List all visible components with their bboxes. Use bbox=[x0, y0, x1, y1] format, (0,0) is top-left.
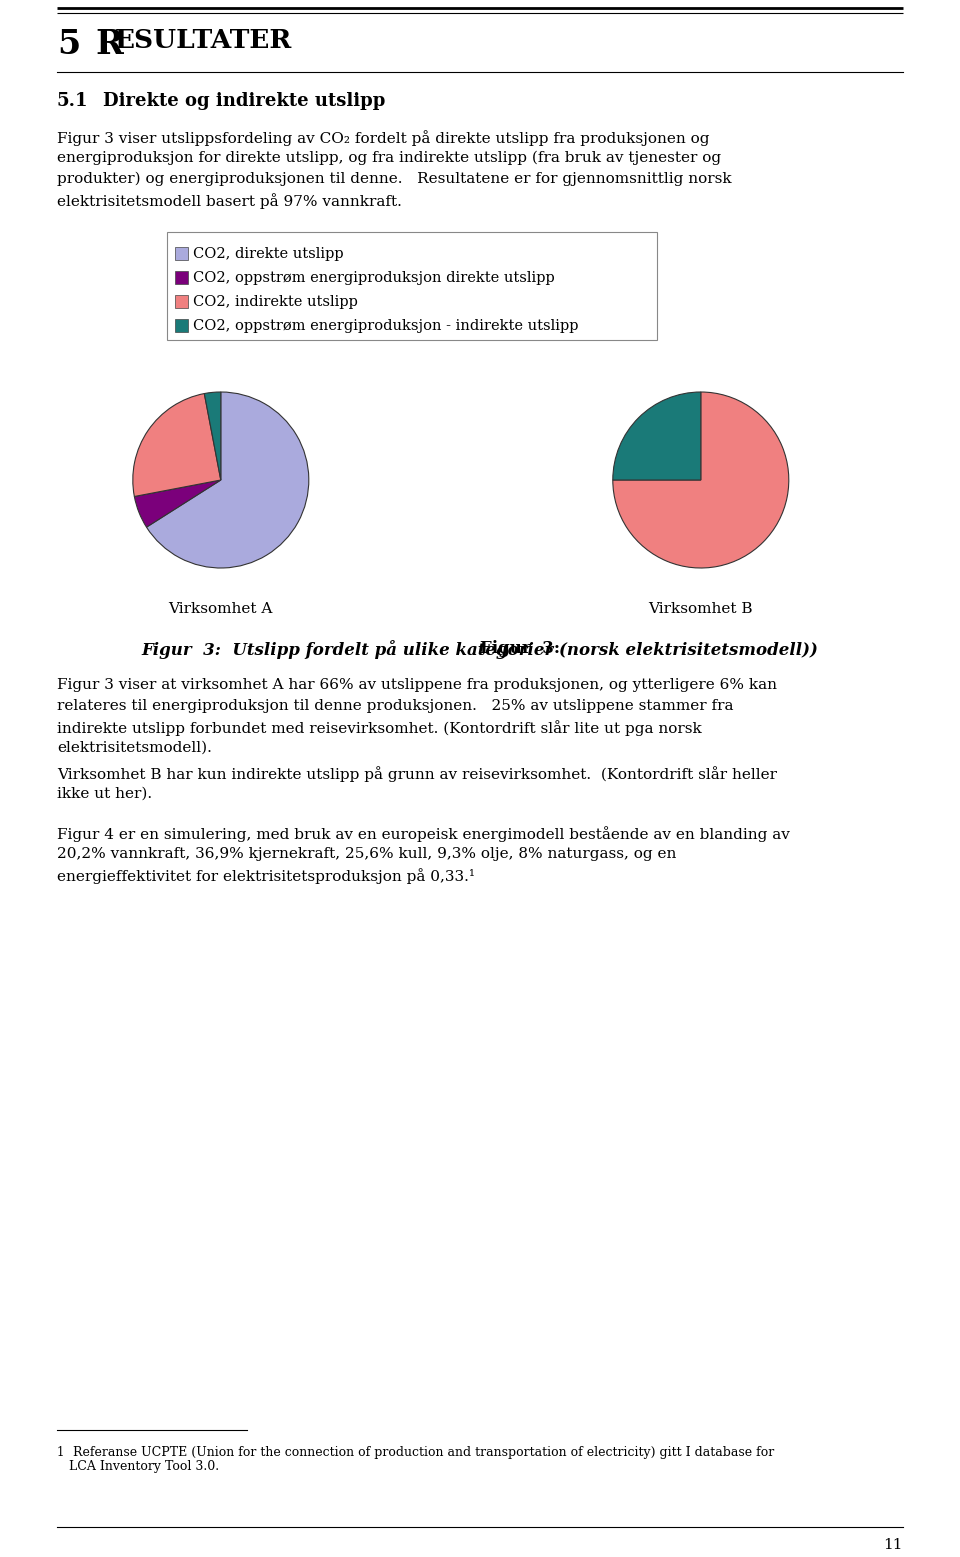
Text: CO2, oppstrøm energiproduksjon - indirekte utslipp: CO2, oppstrøm energiproduksjon - indirek… bbox=[193, 319, 579, 333]
Text: produkter) og energiproduksjonen til denne.   Resultatene er for gjennomsnittlig: produkter) og energiproduksjonen til den… bbox=[57, 171, 732, 187]
Text: Figur  3:  Utslipp fordelt på ulike kategorier (norsk elektrisitetsmodell)): Figur 3: Utslipp fordelt på ulike katego… bbox=[141, 640, 819, 659]
Text: Figur 3 viser utslippsfordeling av CO₂ fordelt på direkte utslipp fra produksjon: Figur 3 viser utslippsfordeling av CO₂ f… bbox=[57, 129, 709, 146]
Wedge shape bbox=[134, 480, 221, 528]
Text: 11: 11 bbox=[883, 1538, 903, 1552]
Text: indirekte utslipp forbundet med reisevirksomhet. (Kontordrift slår lite ut pga n: indirekte utslipp forbundet med reisevir… bbox=[57, 719, 702, 736]
Text: Figur  3:: Figur 3: bbox=[480, 640, 565, 657]
Bar bbox=[175, 248, 188, 260]
Text: elektrisitetsmodell basert på 97% vannkraft.: elektrisitetsmodell basert på 97% vannkr… bbox=[57, 193, 402, 209]
Text: CO2, indirekte utslipp: CO2, indirekte utslipp bbox=[193, 294, 358, 308]
Wedge shape bbox=[204, 392, 221, 480]
Wedge shape bbox=[147, 392, 309, 568]
Bar bbox=[175, 319, 188, 332]
Text: elektrisitetsmodell).: elektrisitetsmodell). bbox=[57, 741, 212, 755]
Text: Virksomhet A: Virksomhet A bbox=[169, 603, 273, 617]
Text: LCA Inventory Tool 3.0.: LCA Inventory Tool 3.0. bbox=[69, 1460, 219, 1473]
Wedge shape bbox=[612, 392, 701, 480]
Text: ESULTATER: ESULTATER bbox=[115, 28, 292, 53]
Bar bbox=[175, 271, 188, 283]
Bar bbox=[167, 232, 657, 339]
Text: Figur 4 er en simulering, med bruk av en europeisk energimodell bestående av en : Figur 4 er en simulering, med bruk av en… bbox=[57, 827, 790, 842]
Text: 20,2% vannkraft, 36,9% kjernekraft, 25,6% kull, 9,3% olje, 8% naturgass, og en: 20,2% vannkraft, 36,9% kjernekraft, 25,6… bbox=[57, 847, 677, 861]
Text: energiproduksjon for direkte utslipp, og fra indirekte utslipp (fra bruk av tjen: energiproduksjon for direkte utslipp, og… bbox=[57, 151, 721, 165]
Wedge shape bbox=[612, 392, 789, 568]
Text: energieffektivitet for elektrisitetsproduksjon på 0,33.¹: energieffektivitet for elektrisitetsprod… bbox=[57, 867, 475, 884]
Text: R: R bbox=[95, 28, 123, 61]
Text: Figur 3 viser at virksomhet A har 66% av utslippene fra produksjonen, og ytterli: Figur 3 viser at virksomhet A har 66% av… bbox=[57, 677, 777, 691]
Text: 5.1: 5.1 bbox=[57, 92, 88, 111]
Text: relateres til energiproduksjon til denne produksjonen.   25% av utslippene stamm: relateres til energiproduksjon til denne… bbox=[57, 699, 733, 713]
Text: CO2, oppstrøm energiproduksjon direkte utslipp: CO2, oppstrøm energiproduksjon direkte u… bbox=[193, 271, 555, 285]
Text: Virksomhet B har kun indirekte utslipp på grunn av reisevirksomhet.  (Kontordrif: Virksomhet B har kun indirekte utslipp p… bbox=[57, 766, 777, 782]
Text: ikke ut her).: ikke ut her). bbox=[57, 786, 152, 800]
Text: 1: 1 bbox=[57, 1446, 64, 1459]
Text: 5: 5 bbox=[57, 28, 81, 61]
Text: Referanse UCPTE (Union for the connection of production and transportation of el: Referanse UCPTE (Union for the connectio… bbox=[69, 1446, 775, 1459]
Text: Direkte og indirekte utslipp: Direkte og indirekte utslipp bbox=[103, 92, 385, 111]
Bar bbox=[175, 294, 188, 308]
Text: Virksomhet B: Virksomhet B bbox=[649, 603, 753, 617]
Wedge shape bbox=[132, 394, 221, 497]
Text: CO2, direkte utslipp: CO2, direkte utslipp bbox=[193, 248, 344, 262]
